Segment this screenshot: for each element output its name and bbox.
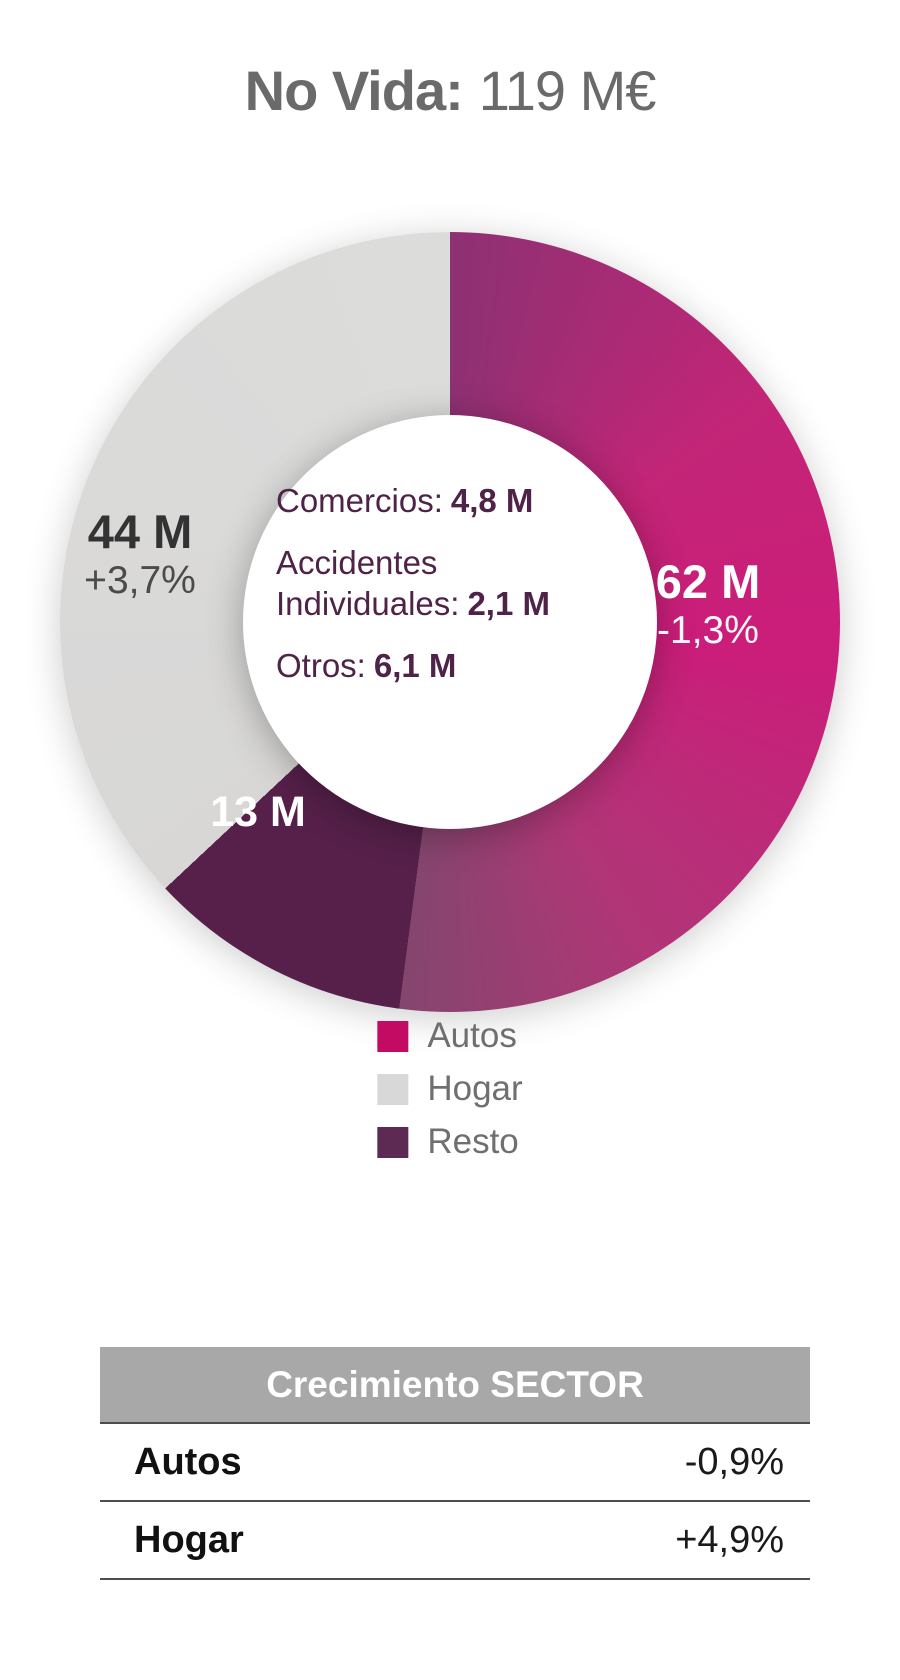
- page-title: No Vida: 119 M€: [0, 58, 900, 123]
- table-row: Autos -0,9%: [100, 1424, 810, 1502]
- chart-legend: Autos Hogar Resto: [377, 1016, 523, 1162]
- annotation-comercios: Comercios: 4,8 M: [276, 482, 534, 519]
- sector-table-header: Crecimiento SECTOR: [100, 1347, 810, 1422]
- center-annotations: Comercios: 4,8 M Accidentes Individuales:…: [276, 480, 624, 706]
- page-title-value: 119 M€: [478, 59, 657, 122]
- legend-label-resto: Resto: [427, 1122, 519, 1161]
- slice-hogar-growth: +3,7%: [84, 558, 196, 602]
- slice-autos-growth: -1,3%: [657, 608, 759, 652]
- donut-chart: 62 M -1,3% 44 M +3,7% 13 M Comercios: 4,8…: [60, 232, 840, 1012]
- row-label-autos: Autos: [134, 1440, 242, 1483]
- row-label-hogar: Hogar: [134, 1518, 244, 1561]
- sector-growth-table: Crecimiento SECTOR Autos -0,9% Hogar +4,…: [100, 1347, 810, 1580]
- resto-swatch-icon: [377, 1126, 409, 1158]
- hogar-swatch-icon: [377, 1073, 409, 1105]
- page-title-label: No Vida:: [244, 59, 464, 122]
- slice-hogar-value: 44 M: [87, 504, 193, 558]
- legend-label-hogar: Hogar: [427, 1069, 523, 1108]
- autos-swatch-icon: [377, 1020, 409, 1052]
- legend-label-autos: Autos: [427, 1016, 517, 1055]
- annotation-otros: Otros: 6,1 M: [276, 646, 457, 684]
- legend-item-resto: Resto: [377, 1122, 522, 1162]
- row-value-autos: -0,9%: [684, 1440, 784, 1483]
- legend-item-hogar: Hogar: [377, 1069, 523, 1109]
- row-value-hogar: +4,9%: [675, 1518, 784, 1561]
- slice-resto-label: 13 M: [210, 788, 306, 836]
- slice-resto-value: 13 M: [210, 787, 306, 836]
- table-row: Hogar +4,9%: [100, 1502, 810, 1580]
- donut-center: [243, 415, 657, 829]
- slice-hogar-label: 44 M +3,7%: [84, 504, 196, 602]
- slice-autos-value: 62 M: [655, 554, 761, 608]
- annotation-accidentes: Accidentes Individuales: 2,1 M: [276, 543, 550, 623]
- sector-table-rows: Autos -0,9% Hogar +4,9%: [100, 1422, 810, 1580]
- slice-autos-label: 62 M -1,3%: [655, 554, 761, 652]
- legend-item-autos: Autos: [377, 1016, 522, 1056]
